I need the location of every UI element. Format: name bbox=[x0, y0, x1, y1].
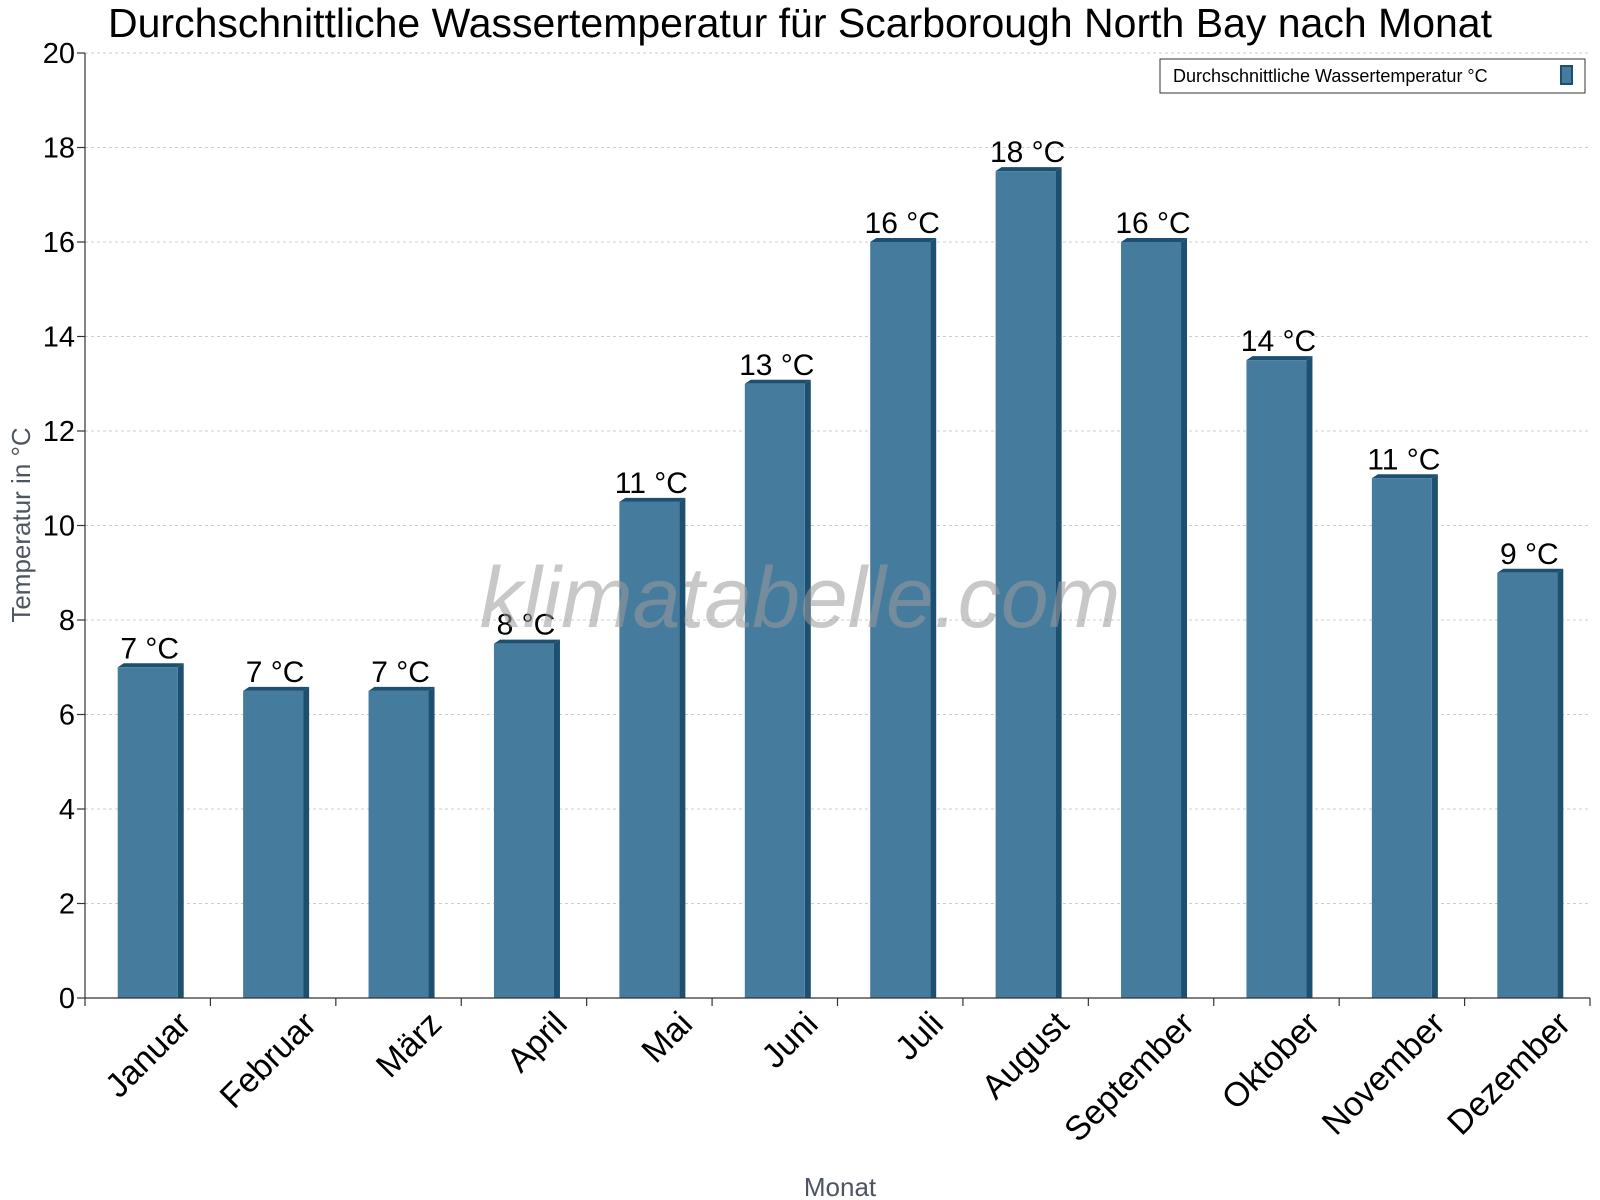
bar-side bbox=[428, 686, 435, 998]
bar-front bbox=[870, 242, 931, 998]
bar-top bbox=[1497, 568, 1564, 573]
y-tick-label: 6 bbox=[59, 700, 75, 732]
bar-side bbox=[553, 639, 560, 998]
x-tick-label: Juni bbox=[754, 1005, 825, 1076]
bar-top bbox=[1246, 356, 1313, 361]
bar bbox=[870, 238, 937, 998]
y-tick-label: 14 bbox=[43, 322, 75, 354]
data-labels: 7 °C 7 °C 7 °C 8 °C 11 °C 13 °C 16 °C 18 °C 16 °… bbox=[120, 136, 1558, 689]
y-axis-ticks: 0 2 4 6 8 10 12 14 16 18 20 bbox=[43, 38, 85, 1015]
bar-side bbox=[1055, 167, 1062, 998]
bar-side bbox=[1431, 474, 1438, 998]
x-tick-label: Oktober bbox=[1215, 1005, 1327, 1117]
data-label: 8 °C bbox=[497, 609, 556, 642]
bar-front bbox=[1497, 572, 1558, 998]
y-tick-label: 20 bbox=[43, 38, 75, 70]
y-axis-title: Temperatur in °C bbox=[6, 427, 36, 622]
bar-top bbox=[117, 663, 184, 668]
data-label: 11 °C bbox=[615, 467, 688, 500]
bar bbox=[368, 686, 435, 998]
x-tick-label: Februar bbox=[213, 1005, 324, 1116]
legend-swatch bbox=[1560, 65, 1573, 85]
bar-side bbox=[804, 379, 811, 998]
bar-front bbox=[744, 383, 805, 998]
data-label: 11 °C bbox=[1367, 443, 1440, 476]
bar bbox=[1371, 474, 1438, 998]
bar-side bbox=[1306, 356, 1313, 998]
chart-title: Durchschnittliche Wassertemperatur für S… bbox=[108, 0, 1493, 46]
y-tick-label: 8 bbox=[59, 605, 75, 637]
bar-front bbox=[1246, 360, 1307, 998]
bars bbox=[117, 167, 1564, 998]
data-label: 7 °C bbox=[246, 656, 305, 689]
data-label: 18 °C bbox=[990, 136, 1065, 169]
bar-top bbox=[744, 379, 811, 384]
x-tick-label: März bbox=[369, 1005, 449, 1085]
y-tick-label: 16 bbox=[43, 227, 75, 259]
bar-front bbox=[1371, 478, 1432, 998]
legend-label: Durchschnittliche Wassertemperatur °C bbox=[1173, 66, 1488, 86]
bar bbox=[1497, 568, 1564, 998]
bar-side bbox=[679, 497, 686, 998]
bar bbox=[117, 663, 184, 998]
x-tick-label: Mai bbox=[634, 1005, 700, 1071]
data-label: 13 °C bbox=[739, 349, 814, 382]
bar-top bbox=[368, 686, 435, 691]
bar-front bbox=[493, 643, 554, 998]
data-label: 7 °C bbox=[120, 632, 179, 665]
x-tick-label: November bbox=[1315, 1005, 1453, 1143]
y-tick-label: 18 bbox=[43, 133, 75, 165]
bar bbox=[1246, 356, 1313, 998]
data-label: 14 °C bbox=[1241, 325, 1316, 358]
bar-side bbox=[177, 663, 184, 998]
bar-front bbox=[368, 690, 429, 998]
x-tick-label: Juli bbox=[888, 1005, 951, 1068]
data-label: 9 °C bbox=[1500, 538, 1559, 571]
x-tick-label: Januar bbox=[98, 1005, 198, 1105]
bar-top bbox=[870, 238, 937, 242]
legend-box bbox=[1159, 58, 1586, 94]
bar-front bbox=[117, 667, 178, 998]
y-tick-label: 4 bbox=[59, 794, 75, 826]
data-label: 16 °C bbox=[1115, 207, 1190, 240]
bar-top bbox=[243, 686, 310, 691]
bar bbox=[619, 497, 686, 998]
bar-top bbox=[619, 497, 686, 502]
bar bbox=[744, 379, 811, 998]
watermark: klimatabelle.com bbox=[480, 550, 1120, 646]
bar-side bbox=[1557, 568, 1564, 998]
legend: Durchschnittliche Wassertemperatur °C bbox=[1159, 58, 1586, 94]
x-tick-label: September bbox=[1057, 1005, 1201, 1149]
x-tick-label: April bbox=[500, 1005, 575, 1080]
bar-side bbox=[930, 238, 937, 998]
bar-top bbox=[1121, 238, 1188, 242]
grid-lines bbox=[85, 52, 1590, 904]
bar-front bbox=[995, 171, 1056, 998]
x-tick-label: August bbox=[975, 1004, 1077, 1106]
x-axis-title: Monat bbox=[804, 1172, 877, 1200]
bar-front bbox=[1121, 242, 1182, 998]
bar-side bbox=[303, 686, 310, 998]
bar-top bbox=[995, 167, 1062, 172]
y-tick-label: 12 bbox=[43, 416, 75, 448]
bar-front bbox=[243, 690, 304, 998]
data-label: 16 °C bbox=[865, 207, 940, 240]
y-tick-label: 10 bbox=[43, 511, 75, 543]
x-tick-label: Dezember bbox=[1440, 1005, 1578, 1143]
bar-front bbox=[619, 501, 680, 998]
x-axis-ticks: Januar Februar März April Mai Juni Juli AugustS… bbox=[84, 998, 1591, 1149]
bar-side bbox=[1181, 238, 1188, 998]
bar bbox=[1121, 238, 1188, 998]
bar-top bbox=[493, 639, 560, 644]
y-tick-label: 2 bbox=[59, 889, 75, 921]
y-tick-label: 0 bbox=[59, 983, 75, 1015]
bar bbox=[995, 167, 1062, 998]
data-label: 7 °C bbox=[371, 656, 430, 689]
bar bbox=[243, 686, 310, 998]
bar bbox=[493, 639, 560, 998]
bar-top bbox=[1371, 474, 1438, 479]
